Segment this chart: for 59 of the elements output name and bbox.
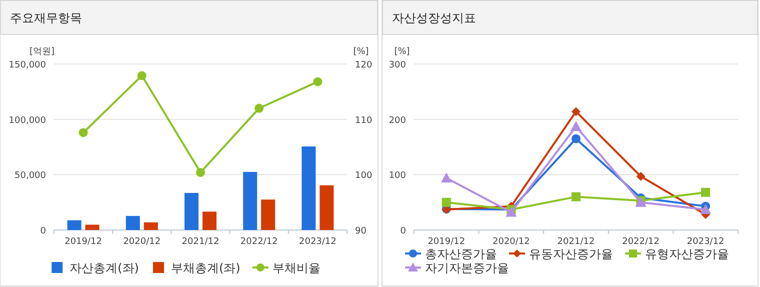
bar xyxy=(144,222,158,230)
point xyxy=(442,198,451,207)
y-tick-label: 50,000 xyxy=(14,171,46,182)
bar xyxy=(243,172,258,230)
point xyxy=(636,172,646,181)
point xyxy=(196,168,205,177)
bar xyxy=(85,224,100,230)
x-tick-label: 2019/12 xyxy=(428,237,466,247)
y2-tick-label: 90 xyxy=(355,226,367,236)
point xyxy=(137,71,146,80)
y-tick-label: 100,000 xyxy=(8,116,46,126)
x-tick-label: 2022/12 xyxy=(240,237,278,247)
point xyxy=(700,204,712,214)
legend-label: 유동자산증가율 xyxy=(529,247,613,261)
x-tick-label: 2022/12 xyxy=(622,237,660,247)
point xyxy=(570,121,582,132)
point xyxy=(572,134,580,144)
legend-label: 부채총계(좌) xyxy=(171,261,240,275)
y-axis-title: [%] xyxy=(394,47,410,57)
bar xyxy=(67,220,82,230)
chart-title: 주요재무항목 xyxy=(10,11,82,25)
x-tick-label: 2020/12 xyxy=(123,237,161,247)
bar xyxy=(261,200,276,230)
point xyxy=(572,192,580,202)
y-axis-title: [억원] xyxy=(29,47,55,57)
x-tick-label: 2023/12 xyxy=(686,237,724,247)
point xyxy=(313,77,322,86)
legend-label: 자산총계(좌) xyxy=(70,261,139,275)
x-tick-label: 2021/12 xyxy=(557,237,595,247)
y-tick-label: 150,000 xyxy=(8,60,46,70)
legend-label: 부채비율 xyxy=(272,261,320,275)
y2-tick-label: 120 xyxy=(355,60,372,70)
y-tick-label: 300 xyxy=(388,60,406,70)
y-tick-label: 0 xyxy=(400,226,406,236)
x-tick-label: 2023/12 xyxy=(299,237,336,247)
point xyxy=(254,104,264,113)
bar xyxy=(126,216,140,230)
x-tick-label: 2020/12 xyxy=(492,237,530,247)
chart-title: 자산성장성지표 xyxy=(392,11,476,25)
bar xyxy=(302,146,316,230)
legend-label: 총자산증가율 xyxy=(425,247,497,261)
point xyxy=(701,188,710,197)
y-tick-label: 200 xyxy=(388,116,406,126)
point xyxy=(78,128,88,138)
x-tick-label: 2021/12 xyxy=(182,237,220,247)
y2-axis-title: [%] xyxy=(353,47,369,57)
y-tick-label: 0 xyxy=(40,226,46,236)
y2-tick-label: 110 xyxy=(355,116,372,126)
x-tick-label: 2019/12 xyxy=(64,237,102,247)
legend-label: 유형자산증가율 xyxy=(645,247,729,261)
bar xyxy=(320,185,334,230)
point xyxy=(572,107,580,116)
bar xyxy=(202,212,216,230)
point xyxy=(506,206,517,217)
y-tick-label: 100 xyxy=(388,171,406,182)
bar xyxy=(184,192,198,230)
y2-tick-label: 100 xyxy=(355,171,372,182)
legend-label: 자기자본증가율 xyxy=(425,261,509,275)
point xyxy=(440,172,452,182)
